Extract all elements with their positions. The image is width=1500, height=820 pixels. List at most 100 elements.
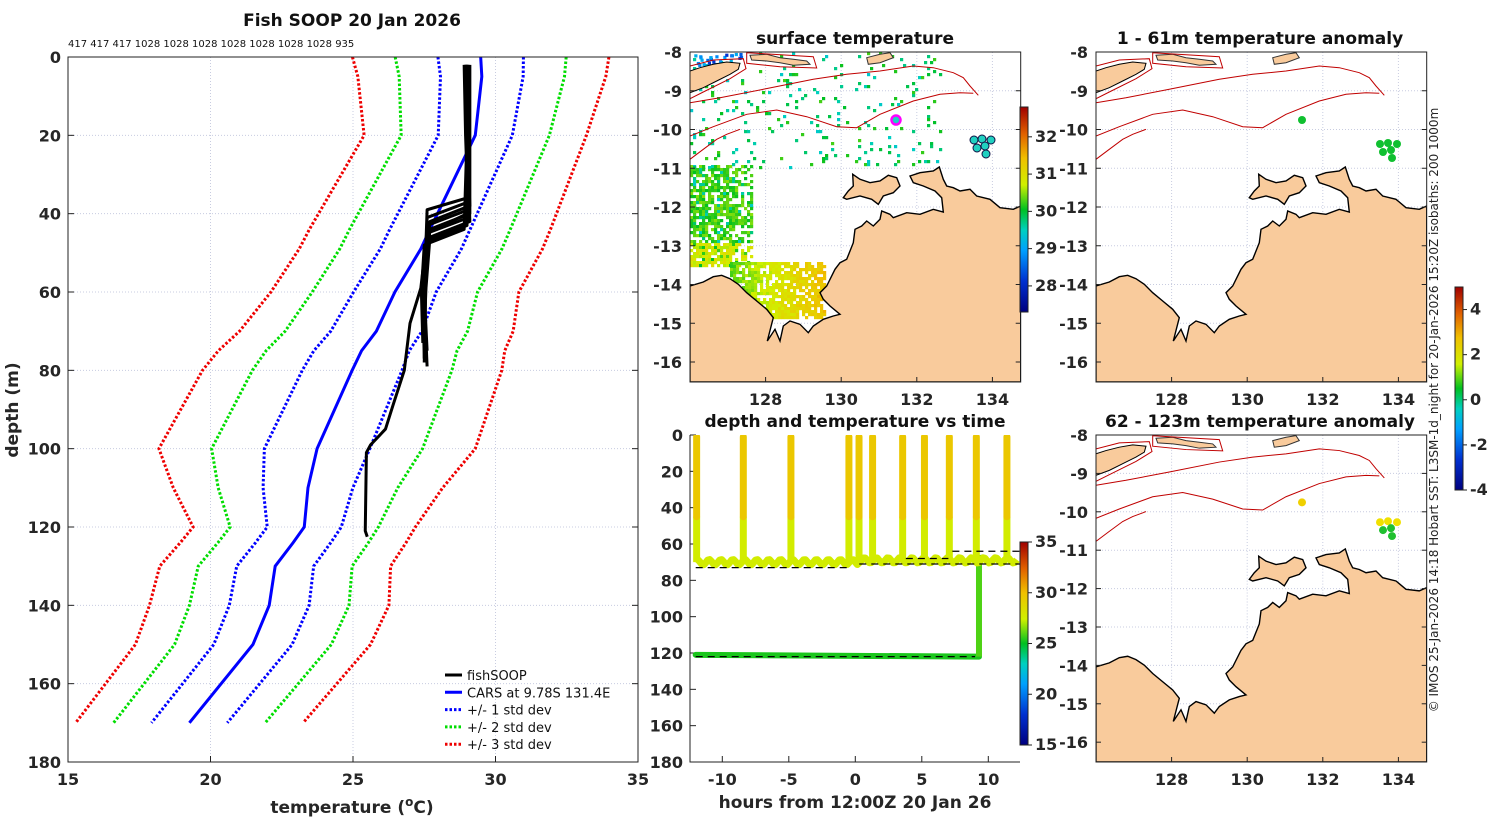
sst-pixel [808,274,812,278]
sst-pixel [705,213,709,217]
sst-pixel [762,100,766,104]
sst-pixel [699,189,703,193]
sst-pixel [787,277,791,281]
sst-pixel [711,171,715,175]
sst-pixel [933,100,937,104]
sst-pixel [699,88,703,92]
sst-pixel [720,234,724,238]
sst-pixel [763,265,767,269]
sst-pixel [738,210,742,214]
sst-pixel [699,252,703,256]
sst-pixel [705,246,709,250]
sst-pixel [717,264,721,268]
sst-pixel [726,165,730,169]
sst-pixel [867,73,871,77]
sst-pixel [799,286,803,290]
sst-pixel [801,133,805,137]
sst-pixel [696,210,700,214]
colorbar-tick-label: 4 [1470,300,1481,319]
sst-pixel [720,249,724,253]
sst-pixel [693,171,697,175]
lon-tick-label: 130 [1230,390,1263,409]
sst-pixel [775,292,779,296]
sst-pixel [747,210,751,214]
sst-pixel [690,240,694,244]
sst-pixel [702,219,706,223]
sst-pixel [708,198,712,202]
sst-pixel [747,204,751,208]
sst-pixel [717,183,721,187]
profile-counts: 417 417 417 1028 1028 1028 1028 1028 102… [68,39,354,50]
sst-pixel [702,231,706,235]
sst-pixel [778,283,782,287]
sst-pixel [918,76,922,80]
sst-pixel [888,136,892,140]
sst-pixel [726,195,730,199]
sst-pixel [769,265,773,269]
sst-pixel [808,277,812,281]
sst-pixel [766,307,770,311]
sst-pixel [769,262,773,266]
sst-pixel [733,262,737,266]
sst-pixel [927,106,931,110]
sst-pixel [741,204,745,208]
sst-pixel [780,124,784,128]
sst-pixel [834,67,838,71]
sst-pixel [744,219,748,223]
sst-pixel [766,289,770,293]
sst-pixel [763,301,767,305]
y-tick-label: 80 [39,361,61,380]
sst-pixel [775,271,779,275]
sst-pixel [699,165,703,169]
sst-pixel [729,204,733,208]
sst-pixel [817,289,821,293]
map-content [690,52,1021,382]
sst-pixel [814,313,818,317]
sst-pixel [747,183,751,187]
time-title: depth and temperature vs time [705,412,1006,432]
time-xlabel: hours from 12:00Z 20 Jan 26 [719,793,992,813]
sst-pixel [723,255,727,259]
sst-pixel [796,280,800,284]
sst-pixel [754,289,758,293]
sst-pixel [729,258,733,262]
lon-tick-label: 128 [1155,770,1188,789]
sst-pixel [793,313,797,317]
sst-pixel [858,55,862,59]
sst-pixel [796,274,800,278]
sst-pixel [759,166,763,170]
sst-pixel [723,201,727,205]
x-tick-label: 25 [342,770,364,789]
sst-pixel [768,127,772,131]
sst-pixel [732,192,736,196]
sst-pixel [702,216,706,220]
sst-pixel [723,258,727,262]
sst-pixel [834,97,838,101]
sst-pixel [747,192,751,196]
sst-pixel [837,124,841,128]
legend-label: +/- 3 std dev [467,738,552,753]
lat-tick-label: -9 [1070,464,1088,483]
sst-pixel [711,219,715,223]
sst-pixel [781,295,785,299]
sst-pixel [738,219,742,223]
cars-line [188,57,484,724]
sst-pixel [802,298,806,302]
sst-pixel [754,277,758,281]
sst-pixel [717,246,721,250]
sst-pixel [799,271,803,275]
sst-pixel [717,168,721,172]
sst-pixel [729,213,733,217]
sst-pixel [921,76,925,80]
sst-pixel [738,240,742,244]
lat-tick-label: -12 [1059,198,1088,217]
sst-pixel [783,79,787,83]
sst-pixel [823,310,827,314]
sst-pixel [708,180,712,184]
sst-pixel [742,274,746,278]
sst-pixel [708,166,712,170]
sst-pixel [720,204,724,208]
sst-pixel [751,274,755,278]
sst-pixel [817,316,821,320]
sst-pixel [714,240,718,244]
